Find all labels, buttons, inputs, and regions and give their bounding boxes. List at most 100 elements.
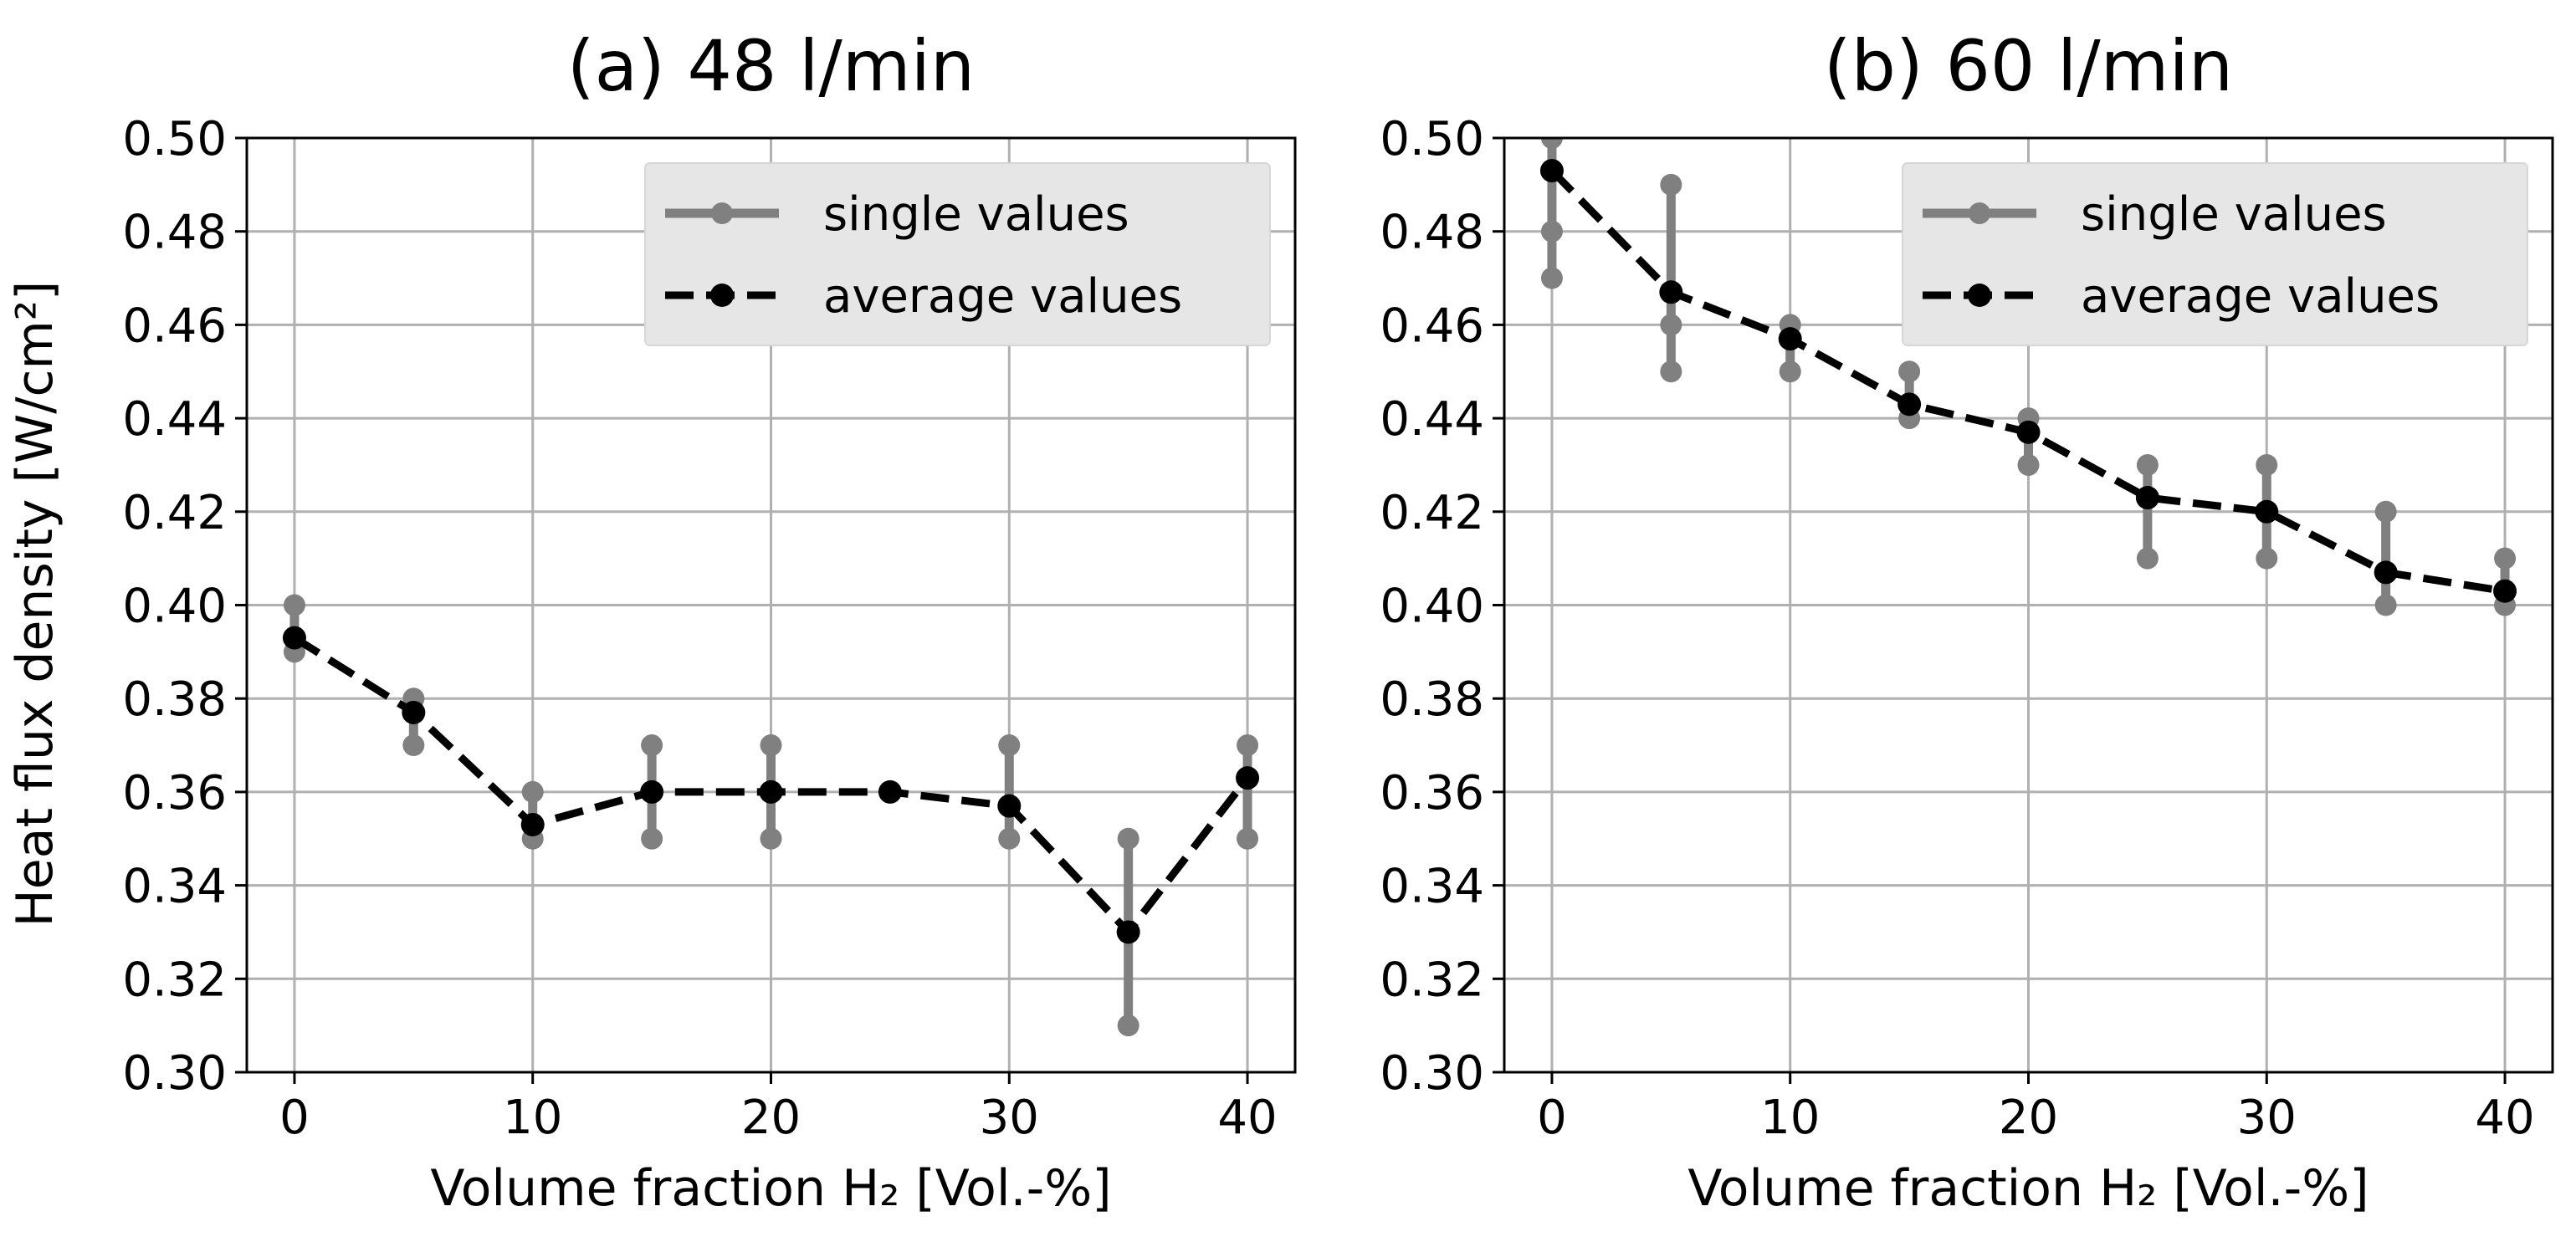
- average-value-point: [1659, 280, 1683, 304]
- single-value-point: [998, 734, 1021, 757]
- legend-single-values-marker: [1969, 202, 1990, 224]
- single-value-point: [1237, 827, 1259, 850]
- average-value-point: [997, 794, 1022, 818]
- chart-panel-60-l-min: 0 10 20 30 40 0.30 0.32 0.34 0.36 0.38 0.40 0.42 0.4…: [1380, 25, 2554, 1218]
- average-value-point: [1778, 327, 1802, 351]
- y-tick-label: 0.36: [1380, 766, 1484, 820]
- y-tick-label: 0.44: [122, 392, 227, 447]
- x-tick-label: 0: [1537, 1091, 1567, 1145]
- average-value-point: [1897, 392, 1922, 417]
- y-tick-label: 0.38: [1380, 672, 1484, 727]
- x-tick-label: 0: [279, 1091, 310, 1145]
- x-tick-label: 30: [980, 1091, 1039, 1145]
- average-value-point: [2374, 560, 2398, 585]
- average-value-point: [1236, 766, 1260, 790]
- single-value-point: [2136, 453, 2159, 476]
- y-tick-label: 0.50: [1380, 112, 1484, 166]
- y-axis-label: Heat flux density [W/cm²]: [6, 281, 64, 928]
- average-value-point: [878, 779, 902, 804]
- single-value-point: [2136, 547, 2159, 570]
- legend-label-average-values: average values: [2081, 269, 2440, 324]
- y-tick-label: 0.40: [122, 580, 227, 634]
- y-tick-label: 0.40: [1380, 580, 1484, 634]
- y-tick-label: 0.32: [122, 953, 227, 1007]
- x-tick-label: 40: [2475, 1091, 2534, 1145]
- legend-label-average-values: average values: [823, 269, 1182, 324]
- legend: single values average values: [644, 162, 1271, 346]
- single-value-point: [641, 734, 663, 757]
- y-tick-label: 0.42: [1380, 486, 1484, 540]
- single-value-point: [402, 734, 425, 757]
- single-value-point: [1540, 267, 1563, 289]
- single-value-point: [521, 780, 544, 803]
- single-value-point: [1117, 827, 1139, 850]
- single-value-point: [283, 594, 305, 616]
- data-area: [1539, 138, 2517, 616]
- average-value-point: [282, 626, 306, 650]
- chart-title: (a) 48 l/min: [567, 25, 975, 107]
- single-value-point: [1660, 360, 1682, 383]
- single-value-point: [2494, 547, 2517, 570]
- y-tick-label: 0.38: [122, 672, 227, 727]
- x-tick-label: 30: [2237, 1091, 2297, 1145]
- y-tick-label: 0.44: [1380, 392, 1484, 447]
- legend-single-values-marker: [711, 202, 733, 224]
- data-area: [282, 594, 1260, 1037]
- y-tick-label: 0.30: [1380, 1046, 1484, 1101]
- single-value-point: [1660, 173, 1682, 196]
- x-tick-label: 10: [503, 1091, 562, 1145]
- legend-average-values-marker: [1968, 284, 1991, 307]
- y-tick-label: 0.48: [1380, 206, 1484, 260]
- single-value-point: [1779, 360, 1801, 383]
- average-value-point: [520, 812, 545, 836]
- single-value-point: [1540, 138, 1563, 149]
- average-value-point: [2135, 486, 2159, 510]
- y-tick-label: 0.32: [1380, 953, 1484, 1007]
- x-tick-label: 20: [741, 1091, 801, 1145]
- single-value-point: [760, 827, 782, 850]
- y-tick-label: 0.46: [1380, 299, 1484, 353]
- y-tick-label: 0.30: [122, 1046, 227, 1101]
- legend: single values average values: [1902, 162, 2528, 346]
- single-value-point: [1237, 734, 1259, 757]
- chart-title: (b) 60 l/min: [1824, 25, 2233, 107]
- single-value-point: [641, 827, 663, 850]
- average-value-point: [1116, 920, 1140, 944]
- y-tick-label: 0.34: [1380, 860, 1484, 914]
- single-value-point: [1117, 1015, 1139, 1037]
- y-tick-label: 0.46: [122, 299, 227, 353]
- y-tick-label: 0.34: [122, 860, 227, 914]
- average-value-point: [2255, 499, 2279, 524]
- single-value-point: [2017, 453, 2040, 476]
- average-value-point: [759, 779, 783, 804]
- average-value-point: [1539, 159, 1564, 183]
- legend-average-values-marker: [710, 284, 734, 307]
- y-tick-label: 0.50: [122, 112, 227, 166]
- legend-label-single-values: single values: [823, 187, 1129, 242]
- average-value-point: [2493, 579, 2517, 603]
- x-tick-label: 20: [1999, 1091, 2058, 1145]
- y-tick-label: 0.48: [122, 206, 227, 260]
- single-value-point: [760, 734, 782, 757]
- x-axis-label: Volume fraction H₂ [Vol.-%]: [1687, 1159, 2369, 1218]
- single-value-point: [2374, 594, 2397, 616]
- y-tick-label: 0.36: [122, 766, 227, 820]
- legend-label-single-values: single values: [2081, 187, 2387, 242]
- average-value-point: [2016, 420, 2041, 444]
- single-value-point: [2256, 547, 2278, 570]
- single-value-point: [2256, 453, 2278, 476]
- single-value-point: [1660, 314, 1682, 336]
- average-value-point: [640, 779, 664, 804]
- legend-box: [1902, 162, 2528, 346]
- y-tick-label: 0.42: [122, 486, 227, 540]
- x-tick-label: 10: [1760, 1091, 1820, 1145]
- legend-box: [644, 162, 1271, 346]
- x-axis-label: Volume fraction H₂ [Vol.-%]: [430, 1159, 1111, 1218]
- average-value-point: [402, 700, 426, 724]
- single-value-point: [2374, 500, 2397, 523]
- single-value-point: [1540, 220, 1563, 243]
- single-value-point: [1898, 360, 1921, 383]
- x-tick-label: 40: [1217, 1091, 1277, 1145]
- chart-panel-48-l-min: 0 10 20 30 40 0.30 0.32 0.34 0.36 0.38 0.40 0.42 0.4…: [122, 25, 1297, 1218]
